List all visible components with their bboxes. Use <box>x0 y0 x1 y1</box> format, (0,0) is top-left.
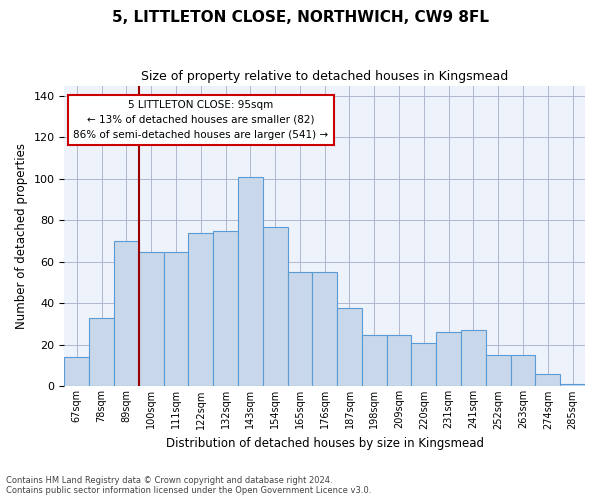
Text: 5, LITTLETON CLOSE, NORTHWICH, CW9 8FL: 5, LITTLETON CLOSE, NORTHWICH, CW9 8FL <box>112 10 488 25</box>
Bar <box>511 356 535 386</box>
Bar <box>263 226 287 386</box>
Bar <box>560 384 585 386</box>
Bar <box>139 252 164 386</box>
Bar <box>238 177 263 386</box>
Bar <box>64 358 89 386</box>
Bar <box>114 241 139 386</box>
Text: Contains HM Land Registry data © Crown copyright and database right 2024.
Contai: Contains HM Land Registry data © Crown c… <box>6 476 371 495</box>
Bar <box>362 334 386 386</box>
Y-axis label: Number of detached properties: Number of detached properties <box>15 143 28 329</box>
Bar <box>313 272 337 386</box>
Bar <box>436 332 461 386</box>
Bar <box>486 356 511 386</box>
Bar <box>461 330 486 386</box>
Title: Size of property relative to detached houses in Kingsmead: Size of property relative to detached ho… <box>141 70 508 83</box>
Bar <box>188 233 213 386</box>
Bar <box>287 272 313 386</box>
Bar <box>164 252 188 386</box>
Bar <box>213 231 238 386</box>
Bar <box>412 343 436 386</box>
X-axis label: Distribution of detached houses by size in Kingsmead: Distribution of detached houses by size … <box>166 437 484 450</box>
Bar <box>89 318 114 386</box>
Bar <box>535 374 560 386</box>
Bar <box>337 308 362 386</box>
Text: 5 LITTLETON CLOSE: 95sqm
← 13% of detached houses are smaller (82)
86% of semi-d: 5 LITTLETON CLOSE: 95sqm ← 13% of detach… <box>73 100 328 140</box>
Bar <box>386 334 412 386</box>
